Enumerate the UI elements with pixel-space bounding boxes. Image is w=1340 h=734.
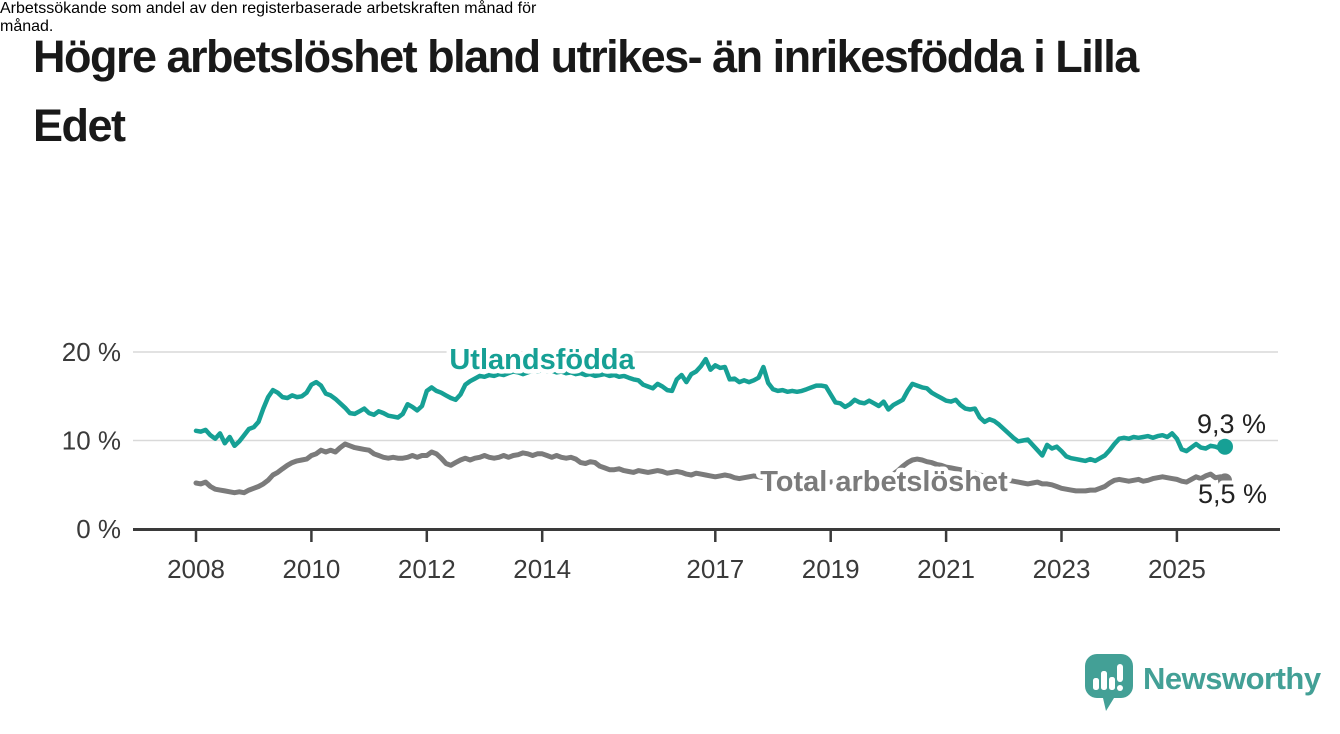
logo-bar-1 [1093,678,1099,690]
logo-exclamation-dot [1117,685,1123,691]
y-tick-label-10: 10 % [62,426,121,456]
x-tick-label-2021: 2021 [917,554,975,584]
page-subtitle-line-2: månad. [0,18,54,35]
logo-exclamation-stem [1117,664,1123,682]
x-tick-label-2019: 2019 [802,554,860,584]
logo-bar-3 [1109,677,1115,690]
x-tick-label-2023: 2023 [1033,554,1091,584]
page-title: Högre arbetslöshet bland utrikes- än inr… [33,22,1139,160]
series-label-total: Total arbetslöshet [760,466,1008,498]
x-tick-label-2025: 2025 [1148,554,1206,584]
brand-footer: Newsworthy [1084,652,1321,714]
x-tick-label-2014: 2014 [513,554,571,584]
x-tick-label-2012: 2012 [398,554,456,584]
series-line-utlandsfodda [193,356,1228,464]
series-end-value-total: 5,5 % [1198,479,1267,509]
series-end-dot-utlandsfodda [1216,438,1233,455]
series-end-value-utlandsfodda: 9,3 % [1197,409,1266,439]
x-tick-label-2010: 2010 [282,554,340,584]
x-tick-label-2008: 2008 [167,554,225,584]
y-tick-label-20: 20 % [62,337,121,367]
page-title-line-2: Edet [33,100,126,151]
series-end-dot-total [1217,473,1232,488]
bar-chart-speech-bubble-icon [1085,654,1133,711]
x-tick-label-2017: 2017 [686,554,744,584]
y-tick-label-0: 0 % [76,514,121,544]
page-title-line-1: Högre arbetslöshet bland utrikes- än inr… [33,31,1139,82]
logo-bar-2 [1101,671,1107,690]
page-subtitle-line-1: Arbetssökande som andel av den registerb… [0,0,537,17]
series-line-total [193,441,1228,496]
series-label-utlandsfodda: Utlandsfödda [449,344,635,376]
brand-name: Newsworthy [1143,661,1321,696]
